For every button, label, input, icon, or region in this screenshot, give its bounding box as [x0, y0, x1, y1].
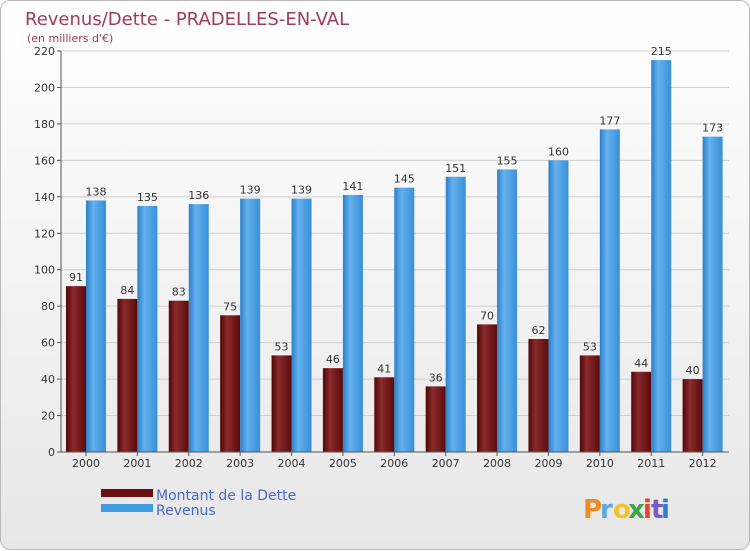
y-tick-label: 140: [34, 191, 55, 204]
data-label-revenus: 215: [651, 45, 672, 58]
data-label-revenus: 139: [291, 184, 312, 197]
bar-debt: [374, 377, 395, 452]
x-tick-label: 2000: [72, 457, 100, 470]
chart-subtitle: (en milliers d'€): [27, 32, 113, 45]
logo-letter: r: [600, 495, 613, 525]
legend-swatch-revenus: [101, 504, 153, 512]
bar-debt: [425, 386, 446, 452]
data-label-debt: 84: [120, 284, 134, 297]
bar-revenus: [394, 187, 415, 453]
data-label-debt: 70: [480, 309, 494, 322]
data-label-revenus: 177: [599, 114, 620, 127]
x-tick-label: 2005: [329, 457, 357, 470]
logo-letter: t: [651, 495, 663, 525]
legend-label-debt: Montant de la Dette: [156, 488, 296, 504]
data-label-debt: 53: [275, 340, 289, 353]
y-tick-label: 120: [34, 227, 55, 240]
x-tick-label: 2001: [123, 457, 151, 470]
logo-letter: o: [613, 495, 631, 525]
legend-label-revenus: Revenus: [156, 503, 216, 519]
bar-debt: [66, 286, 86, 452]
bars: 91 138 84 135 83 136 75 139 53 139 46 141 41 145 36 151…: [66, 45, 723, 453]
bar-revenus: [548, 160, 569, 452]
bar-revenus: [240, 198, 261, 452]
y-tick-label: 60: [41, 337, 55, 350]
data-label-debt: 40: [686, 364, 700, 377]
bar-revenus: [188, 204, 209, 452]
data-label-revenus: 135: [137, 191, 158, 204]
y-tick-label: 20: [41, 410, 55, 423]
data-label-debt: 53: [583, 340, 597, 353]
data-label-debt: 44: [634, 357, 648, 370]
x-tick-label: 2002: [175, 457, 203, 470]
bar-debt: [271, 355, 292, 452]
y-tick-label: 40: [41, 373, 55, 386]
y-tick-label: 200: [34, 81, 55, 94]
x-tick-label: 2006: [380, 457, 408, 470]
bar-debt: [322, 368, 343, 452]
bar-debt: [168, 300, 189, 452]
logo-letter: i: [643, 495, 652, 525]
bar-debt: [631, 371, 652, 452]
bar-debt: [477, 324, 498, 452]
data-label-revenus: 151: [445, 162, 466, 175]
y-axis: 0 20 40 60 80 100 120 140 160 180 200 220: [34, 45, 62, 459]
bar-revenus: [599, 129, 620, 453]
chart-title: Revenus/Dette - PRADELLES-EN-VAL: [25, 9, 349, 30]
data-label-revenus: 145: [394, 173, 415, 186]
legend-swatch-debt: [101, 489, 153, 497]
x-tick-label: 2004: [278, 457, 306, 470]
x-tick-label: 2012: [689, 457, 717, 470]
bar-revenus: [291, 198, 312, 452]
logo-letter: x: [628, 495, 645, 525]
data-label-revenus: 155: [497, 154, 518, 167]
data-label-debt: 36: [429, 371, 443, 384]
logo-letter: i: [661, 495, 670, 525]
y-tick-label: 160: [34, 154, 55, 167]
bar-revenus: [497, 169, 518, 452]
x-tick-label: 2010: [586, 457, 614, 470]
data-label-revenus: 141: [342, 180, 363, 193]
data-label-debt: 83: [172, 286, 186, 299]
data-label-debt: 62: [531, 324, 545, 337]
y-tick-label: 100: [34, 264, 55, 277]
x-tick-label: 2011: [637, 457, 665, 470]
legend: Montant de la Dette Revenus: [101, 488, 296, 519]
bar-debt: [579, 355, 600, 452]
data-label-revenus: 173: [702, 122, 723, 135]
bar-debt: [682, 379, 703, 452]
bar-debt: [528, 338, 549, 452]
y-tick-label: 180: [34, 118, 55, 131]
data-label-revenus: 136: [188, 189, 209, 202]
data-label-debt: 91: [69, 271, 83, 284]
data-label-debt: 75: [223, 300, 237, 313]
bar-revenus: [342, 194, 363, 452]
logo-letter: P: [583, 495, 602, 525]
bar-debt: [220, 315, 241, 452]
y-tick-label: 80: [41, 300, 55, 313]
x-tick-label: 2003: [226, 457, 254, 470]
data-label-debt: 46: [326, 353, 340, 366]
x-tick-label: 2009: [534, 457, 562, 470]
bar-revenus: [137, 205, 158, 452]
x-axis: 2000 2001 2002 2003 2004 2005 2006 2007 2008 2009…: [61, 451, 729, 470]
y-tick-label: 0: [48, 446, 55, 459]
bar-revenus: [702, 136, 723, 452]
x-tick-label: 2007: [432, 457, 460, 470]
bar-revenus: [445, 176, 466, 452]
data-label-debt: 41: [377, 362, 391, 375]
x-tick-label: 2008: [483, 457, 511, 470]
bar-debt: [117, 298, 138, 452]
bar-revenus: [651, 60, 672, 452]
data-label-revenus: 139: [240, 184, 261, 197]
bar-revenus: [86, 200, 106, 452]
data-label-revenus: 138: [86, 185, 107, 198]
proxiti-logo: Pr oxi ti: [583, 495, 670, 525]
data-label-revenus: 160: [548, 145, 569, 158]
y-tick-label: 220: [34, 45, 55, 58]
